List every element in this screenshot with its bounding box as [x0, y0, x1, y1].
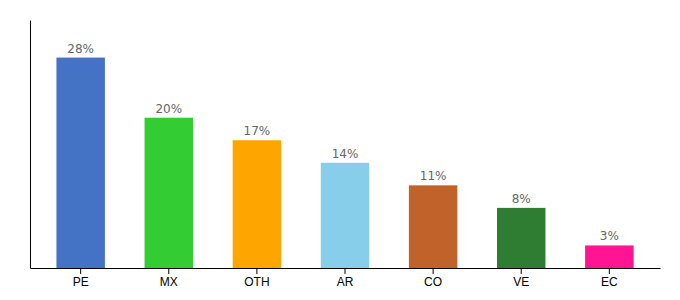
bar [585, 245, 633, 268]
x-tick-label: CO [424, 275, 442, 289]
bar [497, 208, 545, 268]
x-tick: MX [160, 268, 178, 289]
bars [56, 58, 633, 268]
x-axis: PE MX OTH AR CO VE EC [31, 268, 661, 289]
x-tick-mark [345, 268, 346, 274]
data-label: 11% [420, 169, 447, 183]
x-tick-label: EC [601, 275, 618, 289]
plot-area: 28% 20% 17% 14% 11% 8% 3% PE MX OTH AR CO VE EC [31, 21, 661, 289]
bar [56, 58, 104, 268]
x-tick-label: PE [73, 275, 89, 289]
y-axis [30, 21, 31, 269]
y-axis-line [30, 21, 31, 269]
x-tick: PE [73, 268, 89, 289]
data-label: 17% [244, 124, 271, 138]
x-tick: OTH [244, 268, 269, 289]
data-labels: 28% 20% 17% 14% 11% 8% 3% [67, 42, 619, 244]
x-tick: AR [337, 268, 354, 289]
chart: 28% 20% 17% 14% 11% 8% 3% PE MX OTH AR CO VE EC [0, 0, 680, 300]
x-tick: EC [601, 268, 618, 289]
x-tick-label: AR [337, 275, 354, 289]
bar [321, 163, 369, 268]
x-tick-mark [609, 268, 610, 274]
x-tick: VE [513, 268, 529, 289]
x-tick-mark [433, 268, 434, 274]
data-label: 3% [600, 229, 619, 243]
bar [233, 140, 281, 268]
bar [145, 118, 193, 268]
x-tick-mark [168, 268, 169, 274]
x-tick-mark [256, 268, 257, 274]
x-tick-label: MX [160, 275, 178, 289]
x-tick: CO [424, 268, 442, 289]
x-tick-label: VE [513, 275, 529, 289]
x-tick-mark [80, 268, 81, 274]
bar [409, 185, 457, 268]
data-label: 28% [67, 42, 94, 56]
data-label: 14% [332, 147, 359, 161]
x-tick-mark [521, 268, 522, 274]
data-label: 8% [512, 192, 531, 206]
data-label: 20% [155, 102, 182, 116]
x-tick-label: OTH [244, 275, 269, 289]
